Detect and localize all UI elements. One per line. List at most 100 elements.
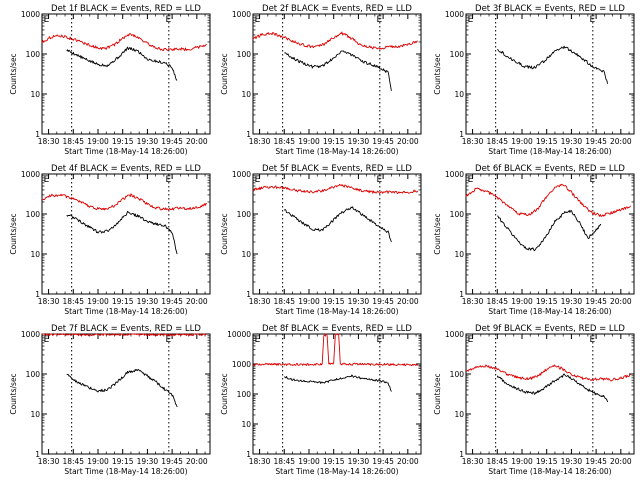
lld-series-line [252,31,418,50]
lld-series-line [252,183,419,194]
chart-title: Det 9f BLACK = Events, RED = LLD [475,324,625,334]
y-axis-label: Counts/sec [220,373,229,414]
x-tick-label: 19:45 [585,137,607,146]
y-axis-label: Counts/sec [220,213,229,254]
plot-frame [41,333,211,455]
e-marker: E [377,175,383,185]
y-tick-label: 10 [454,250,464,259]
e-marker: E [377,15,383,25]
x-tick-label: 19:00 [511,457,533,466]
e-marker: E [590,335,596,345]
e-marker: E [468,335,474,345]
x-tick-label: 19:15 [536,457,558,466]
events-series-line [283,374,392,392]
y-tick-label: 1000 [445,170,464,179]
x-tick-label: 20:00 [186,457,208,466]
y-axis-label: Counts/sec [433,53,442,94]
x-tick-label: 19:00 [87,297,109,306]
chart-panel-4: Det 4f BLACK = Events, RED = LLD 1 10 100 10… [9,164,211,316]
e-marker: E [590,175,596,185]
lld-series-line [41,193,208,211]
chart-panel-2: Det 2f BLACK = Events, RED = LLD 1 10 100 10… [220,4,422,156]
x-tick-label: 19:00 [511,297,533,306]
events-series-line [284,50,392,91]
e-marker: E [255,15,261,25]
x-tick-label: 19:00 [298,457,320,466]
x-tick-label: 19:30 [561,137,583,146]
x-tick-label: 19:30 [137,297,159,306]
x-tick-label: 20:00 [610,297,632,306]
x-tick-label: 19:00 [87,137,109,146]
x-tick-label: 20:00 [610,137,632,146]
x-tick-label: 19:00 [298,297,320,306]
chart-panel-6: Det 6f BLACK = Events, RED = LLD 1 10 100 10… [433,164,635,316]
e-marker: E [468,175,474,185]
y-tick-label: 10 [30,410,40,419]
x-tick-label: 18:30 [38,457,60,466]
y-tick-label: 10 [454,90,464,99]
x-tick-label: 19:15 [323,457,345,466]
x-tick-label: 19:15 [323,137,345,146]
y-axis-label: Counts/sec [433,373,442,414]
y-tick-label: 1000 [445,330,464,339]
x-tick-label: 18:45 [273,297,295,306]
chart-title: Det 5f BLACK = Events, RED = LLD [262,164,412,174]
e-marker: E [44,15,50,25]
y-tick-label: 1000 [232,10,251,19]
chart-panel-1: Det 1f BLACK = Events, RED = LLD 1 10 100 10… [9,4,211,156]
y-tick-label: 100 [450,370,465,379]
x-tick-label: 18:45 [486,457,508,466]
x-tick-label: 20:00 [610,457,632,466]
x-tick-label: 19:30 [348,457,370,466]
x-tick-label: 19:45 [585,457,607,466]
x-tick-label: 19:30 [348,297,370,306]
x-tick-label: 20:00 [397,457,419,466]
y-tick-label: 100 [450,50,465,59]
chart-panel-8: Det 8f BLACK = Events, RED = LLD 1 10 100 10… [220,324,422,476]
y-axis-label: Counts/sec [9,213,18,254]
x-tick-label: 20:00 [186,297,208,306]
x-tick-label: 19:00 [511,137,533,146]
x-tick-label: 18:45 [273,457,295,466]
x-tick-label: 18:30 [38,297,60,306]
x-tick-label: 19:15 [536,297,558,306]
events-series-line [496,373,609,403]
chart-title: Det 8f BLACK = Events, RED = LLD [262,324,412,334]
plot-frame [252,333,422,455]
y-tick-label: 10 [454,410,464,419]
events-series-line [283,206,392,243]
x-tick-label: 18:30 [462,457,484,466]
x-tick-label: 19:30 [348,137,370,146]
events-series-line [66,46,178,81]
chart-title: Det 7f BLACK = Events, RED = LLD [51,324,201,334]
y-tick-label: 1000 [445,10,464,19]
e-marker: E [255,335,261,345]
y-tick-label: 100 [26,370,41,379]
y-tick-label: 10 [241,90,251,99]
plot-frame [252,13,422,135]
x-axis-label: Start Time (18-May-14 18:26:00) [488,307,611,316]
y-axis-label: Counts/sec [220,53,229,94]
x-tick-label: 19:45 [161,137,183,146]
chart-title: Det 1f BLACK = Events, RED = LLD [51,4,201,14]
lld-series-line [465,364,631,382]
lld-series-line [41,33,207,52]
y-tick-label: 1 [35,450,40,459]
y-tick-label: 100 [26,50,41,59]
x-axis-label: Start Time (18-May-14 18:26:00) [488,147,611,156]
y-tick-label: 100 [237,50,252,59]
y-tick-label: 1 [35,290,40,299]
x-tick-label: 19:15 [112,297,134,306]
y-tick-label: 10 [241,250,251,259]
x-tick-label: 19:00 [87,457,109,466]
x-tick-label: 20:00 [397,137,419,146]
e-marker: E [166,335,172,345]
plot-frame [465,173,635,295]
x-tick-label: 19:45 [372,137,394,146]
x-tick-label: 19:45 [585,297,607,306]
x-tick-label: 18:45 [62,457,84,466]
e-marker: E [590,15,596,25]
y-tick-label: 1000 [232,360,251,369]
chart-panel-7: Det 7f BLACK = Events, RED = LLD 1 10 100 10… [9,324,211,476]
